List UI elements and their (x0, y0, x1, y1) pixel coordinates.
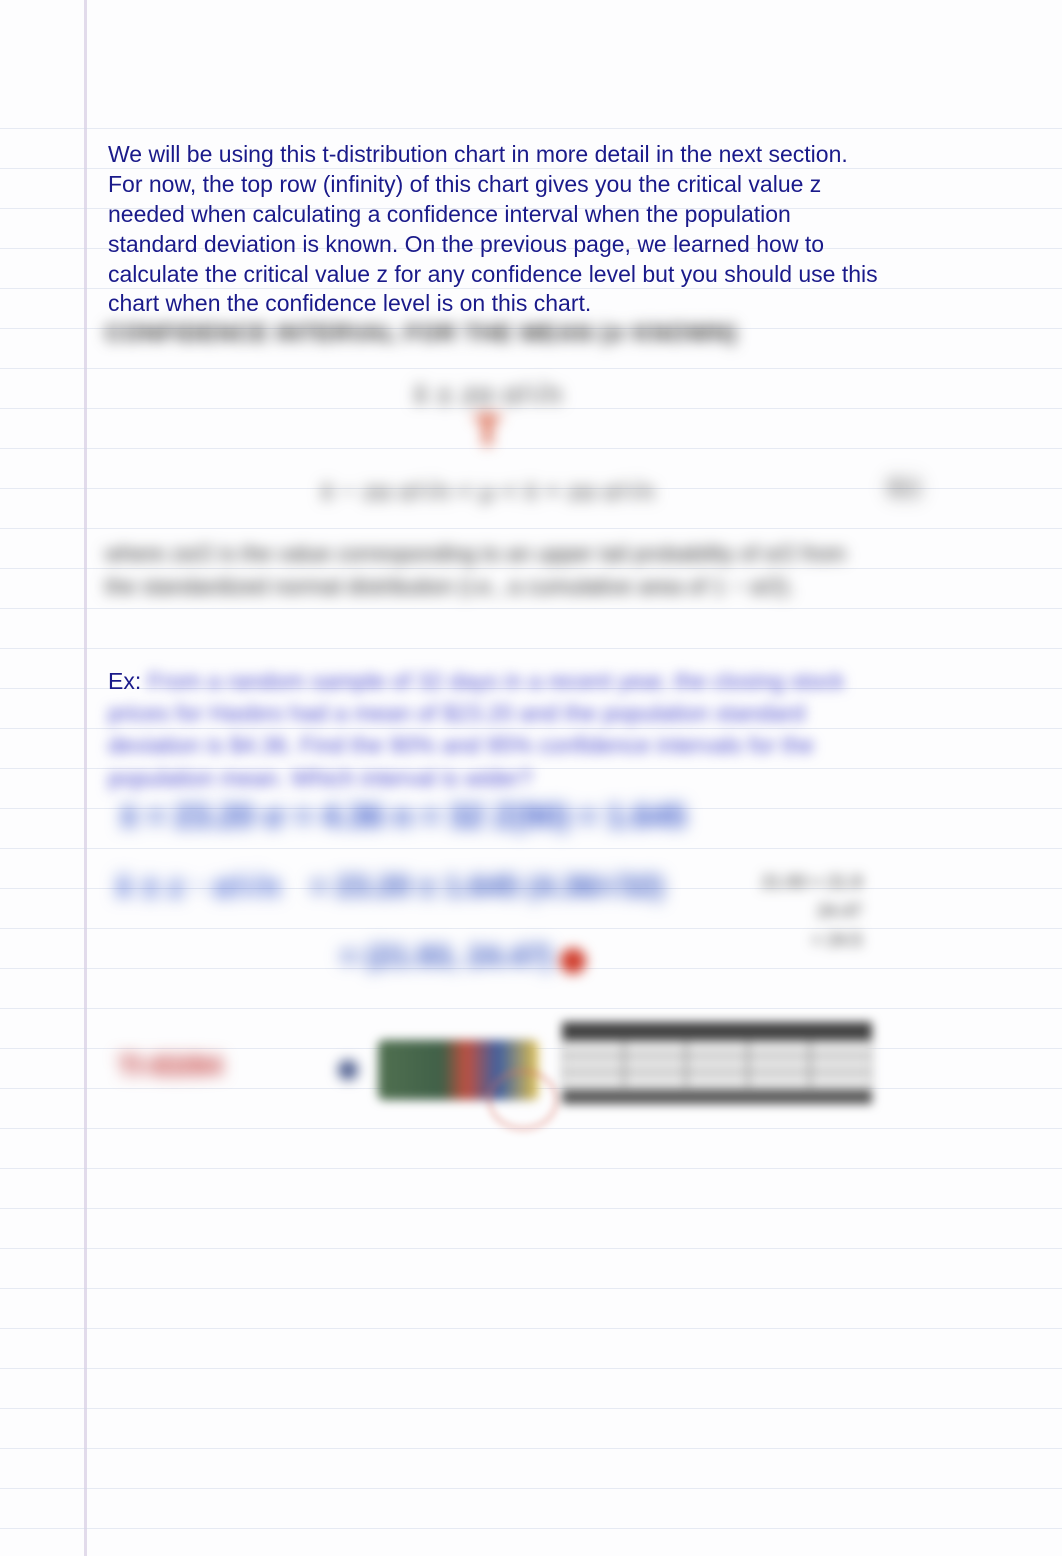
formula-box: CONFIDENCE INTERVAL FOR THE MEAN (σ KNOW… (105, 320, 870, 630)
result-marker-icon (560, 948, 586, 974)
side-calculations: 21.93 = 21.9 24.47 = 24.5 (761, 868, 862, 954)
side-val-3: = 24.5 (761, 926, 862, 955)
formula-title: CONFIDENCE INTERVAL FOR THE MEAN (σ KNOW… (105, 320, 870, 348)
bullet-icon (338, 1060, 358, 1080)
highlight-circle-icon (488, 1070, 558, 1130)
work-substitution: = 23.20 ± 1.645 (4.36/√32) (310, 870, 664, 904)
formula-main: x̄ ± zα σ/√n T (105, 378, 870, 456)
calculator-label: TI-83/84 (118, 1050, 222, 1082)
work-result: = (21.93, 24.47) (340, 940, 553, 974)
table-footer (562, 1090, 872, 1104)
formula-red-marker: T (105, 406, 870, 456)
work-givens: x̄ = 23.20 σ = 4.36 n = 32 Z(90) = 1.645 (120, 798, 686, 835)
page-ref: 8.1 (889, 475, 920, 501)
example-label: Ex: (108, 668, 148, 694)
example-block: Ex: From a random sample of 32 days in a… (108, 665, 868, 794)
side-val-2: 24.47 (761, 897, 862, 926)
example-body: From a random sample of 32 days in a rec… (108, 668, 844, 791)
table-header (562, 1022, 872, 1040)
work-formula: x̄ ± z · σ/√n (115, 868, 280, 905)
side-val-1: 21.93 = 21.9 (761, 868, 862, 897)
margin-rule (84, 0, 87, 1556)
formula-expanded: x̄ − zα σ/√n < μ < x̄ + zα σ/√n (105, 476, 870, 507)
intro-paragraph: We will be using this t-distribution cha… (108, 140, 878, 319)
formula-description: where zα/2 is the value corresponding to… (105, 537, 870, 603)
table-body (562, 1040, 872, 1088)
reference-table (562, 1022, 872, 1132)
